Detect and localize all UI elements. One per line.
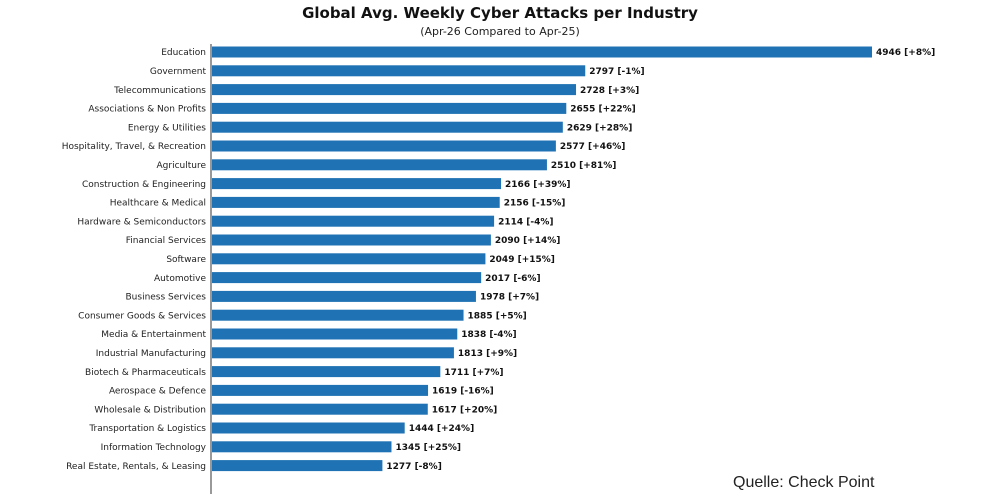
bar: [212, 290, 476, 302]
data-label: 1617 [+20%]: [432, 405, 498, 415]
data-label: 1619 [-16%]: [432, 387, 494, 397]
bar: [212, 84, 577, 96]
bar: [212, 178, 502, 190]
bar: [212, 102, 567, 114]
data-label: 2797 [-1%]: [589, 67, 644, 77]
data-label: 2114 [-4%]: [498, 217, 553, 227]
category-label: Energy & Utilities: [128, 123, 206, 133]
category-label: Wholesale & Distribution: [94, 405, 206, 415]
category-label: Business Services: [126, 293, 207, 303]
bar: [212, 253, 486, 265]
category-label: Hospitality, Travel, & Recreation: [62, 142, 206, 152]
data-label: 1838 [-4%]: [461, 330, 516, 340]
bar: [212, 347, 454, 359]
category-label: Information Technology: [101, 443, 207, 453]
category-label: Aerospace & Defence: [109, 387, 207, 397]
chart-title: Global Avg. Weekly Cyber Attacks per Ind…: [302, 4, 698, 22]
category-label: Associations & Non Profits: [88, 105, 206, 115]
category-label: Financial Services: [126, 236, 207, 246]
data-label: 1813 [+9%]: [458, 349, 517, 359]
data-label: 2655 [+22%]: [570, 105, 636, 115]
data-label: 2049 [+15%]: [489, 255, 555, 265]
data-label: 2090 [+14%]: [495, 236, 561, 246]
bar: [212, 234, 491, 246]
category-label: Construction & Engineering: [82, 180, 206, 190]
data-label: 2510 [+81%]: [551, 161, 617, 171]
bar: [212, 384, 429, 396]
category-label: Telecommunications: [113, 86, 206, 96]
data-label: 2166 [+39%]: [505, 180, 571, 190]
data-label: 1978 [+7%]: [480, 293, 539, 303]
bar: [212, 140, 556, 152]
category-label: Agriculture: [157, 161, 207, 171]
chart-subtitle: (Apr-26 Compared to Apr-25): [420, 25, 580, 38]
data-label: 1885 [+5%]: [468, 311, 527, 321]
category-label: Education: [161, 48, 206, 58]
data-label: 1345 [+25%]: [395, 443, 461, 453]
bar: [212, 65, 586, 77]
data-label: 1444 [+24%]: [409, 424, 475, 434]
data-label: 2577 [+46%]: [560, 142, 626, 152]
bar: [212, 422, 405, 434]
bar: [212, 328, 458, 340]
category-label: Real Estate, Rentals, & Leasing: [66, 462, 206, 472]
category-label: Government: [150, 67, 207, 77]
category-label: Healthcare & Medical: [110, 199, 206, 209]
category-label: Software: [166, 255, 206, 265]
bar: [212, 366, 441, 378]
bar: [212, 196, 500, 208]
data-label: 1711 [+7%]: [444, 368, 503, 378]
source-credit: Quelle: Check Point: [733, 474, 875, 491]
bar: [212, 460, 383, 472]
category-label: Industrial Manufacturing: [96, 349, 206, 359]
data-label: 2017 [-6%]: [485, 274, 540, 284]
bar: [212, 215, 495, 227]
bar: [212, 272, 482, 284]
bar: [212, 159, 547, 171]
data-label: 4946 [+8%]: [876, 48, 935, 58]
category-label: Automotive: [154, 274, 207, 284]
category-label: Transportation & Logistics: [88, 424, 206, 434]
bar: [212, 46, 872, 58]
category-label: Biotech & Pharmaceuticals: [85, 368, 206, 378]
bars-group: Education 4946 [+8%] Government 2797 [-1%] T…: [62, 46, 935, 472]
data-label: 1277 [-8%]: [386, 462, 441, 472]
bar: [212, 403, 428, 415]
data-label: 2728 [+3%]: [580, 86, 639, 96]
bar: [212, 121, 563, 133]
data-label: 2629 [+28%]: [567, 123, 633, 133]
category-label: Consumer Goods & Services: [78, 311, 206, 321]
bar: [212, 309, 464, 321]
category-label: Media & Entertainment: [101, 330, 206, 340]
category-label: Hardware & Semiconductors: [77, 217, 206, 227]
data-label: 2156 [-15%]: [504, 199, 566, 209]
bar: [212, 441, 392, 453]
